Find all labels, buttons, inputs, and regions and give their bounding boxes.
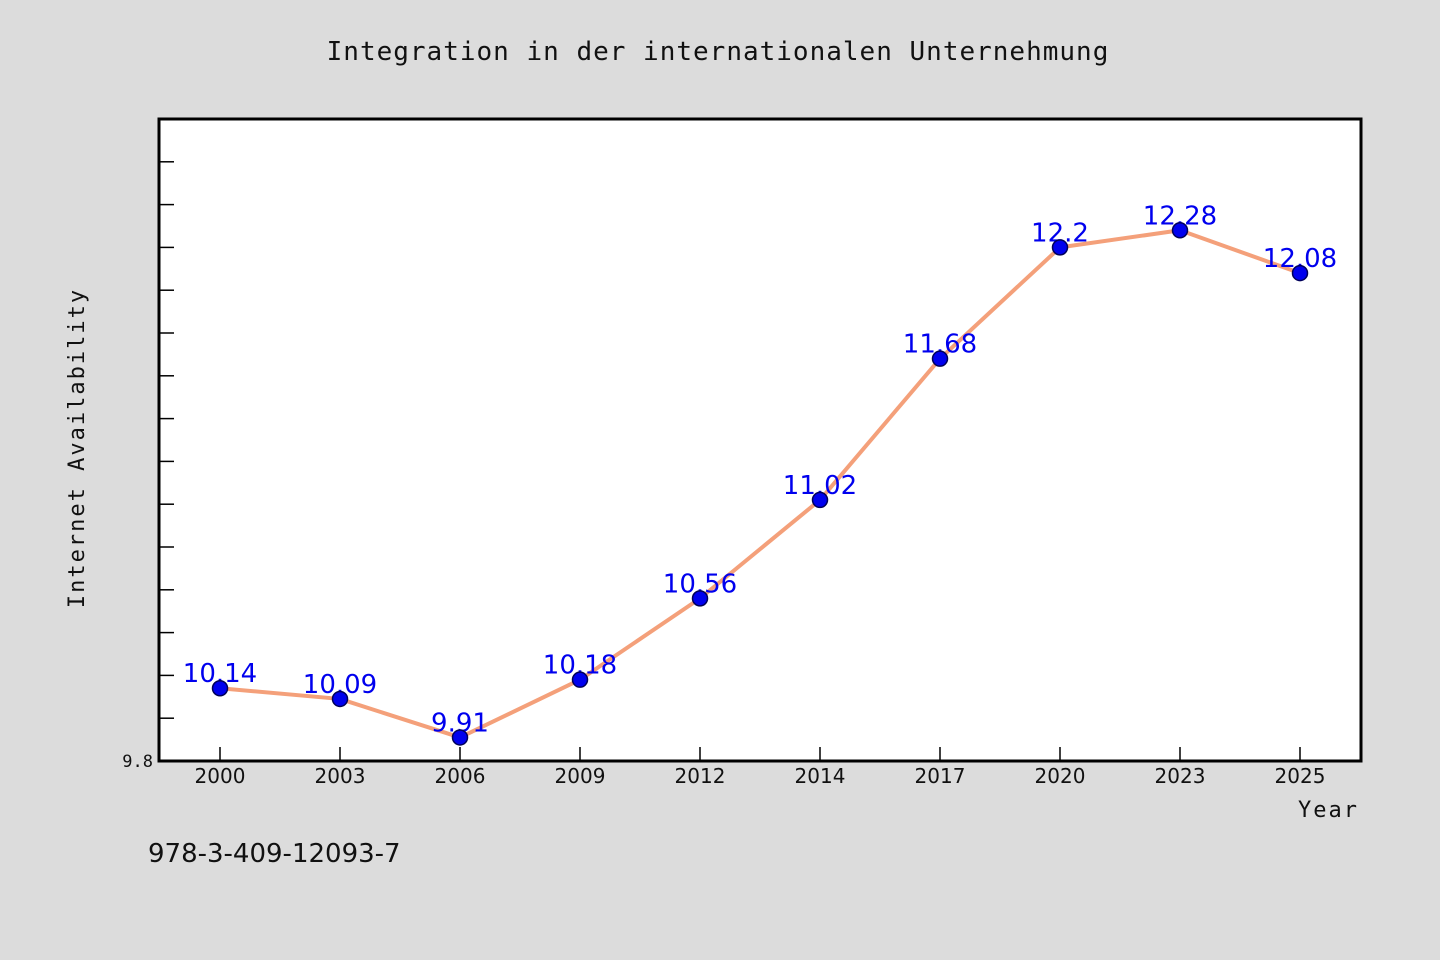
series-group: 10.14 10.099.9110.1810.5611.0211.6812.212… [183, 201, 1337, 746]
y-tick-label: 9.8 [122, 752, 153, 772]
x-tick-label: 2023 [1155, 764, 1206, 788]
data-point [211, 679, 229, 697]
data-point [931, 350, 949, 367]
y-axis-ticks: 9.8 [122, 161, 174, 772]
data-point [691, 590, 709, 607]
x-tick-label: 2012 [675, 764, 726, 788]
data-point [811, 491, 829, 509]
data-point [331, 690, 349, 708]
x-tick-label: 2000 [195, 764, 246, 788]
plot-area [157, 117, 1363, 763]
data-point [1171, 222, 1189, 239]
chart-title: Integration in der internationalen Unter… [327, 37, 1110, 67]
x-tick-label: 2017 [915, 764, 966, 788]
x-tick-label: 2006 [435, 764, 486, 788]
y-axis-label: Internet Availability [65, 288, 90, 608]
data-point [571, 671, 589, 688]
data-point [451, 729, 469, 746]
data-point [1051, 239, 1069, 256]
series-line [218, 228, 1302, 740]
x-tick-label: 2025 [1275, 764, 1326, 788]
x-tick-label: 2020 [1035, 764, 1086, 788]
x-tick-label: 2009 [555, 764, 606, 788]
x-axis-label: Year [1298, 798, 1359, 823]
data-point [1291, 264, 1309, 282]
x-tick-label: 2003 [315, 764, 366, 788]
x-tick-label: 2014 [795, 764, 846, 788]
x-axis-ticks: 2000 2003 2006 2009 2012 2014 2017 2020 2023 2025 [195, 747, 1326, 788]
footnote-isbn: 978-3-409-12093-7 [148, 839, 401, 869]
